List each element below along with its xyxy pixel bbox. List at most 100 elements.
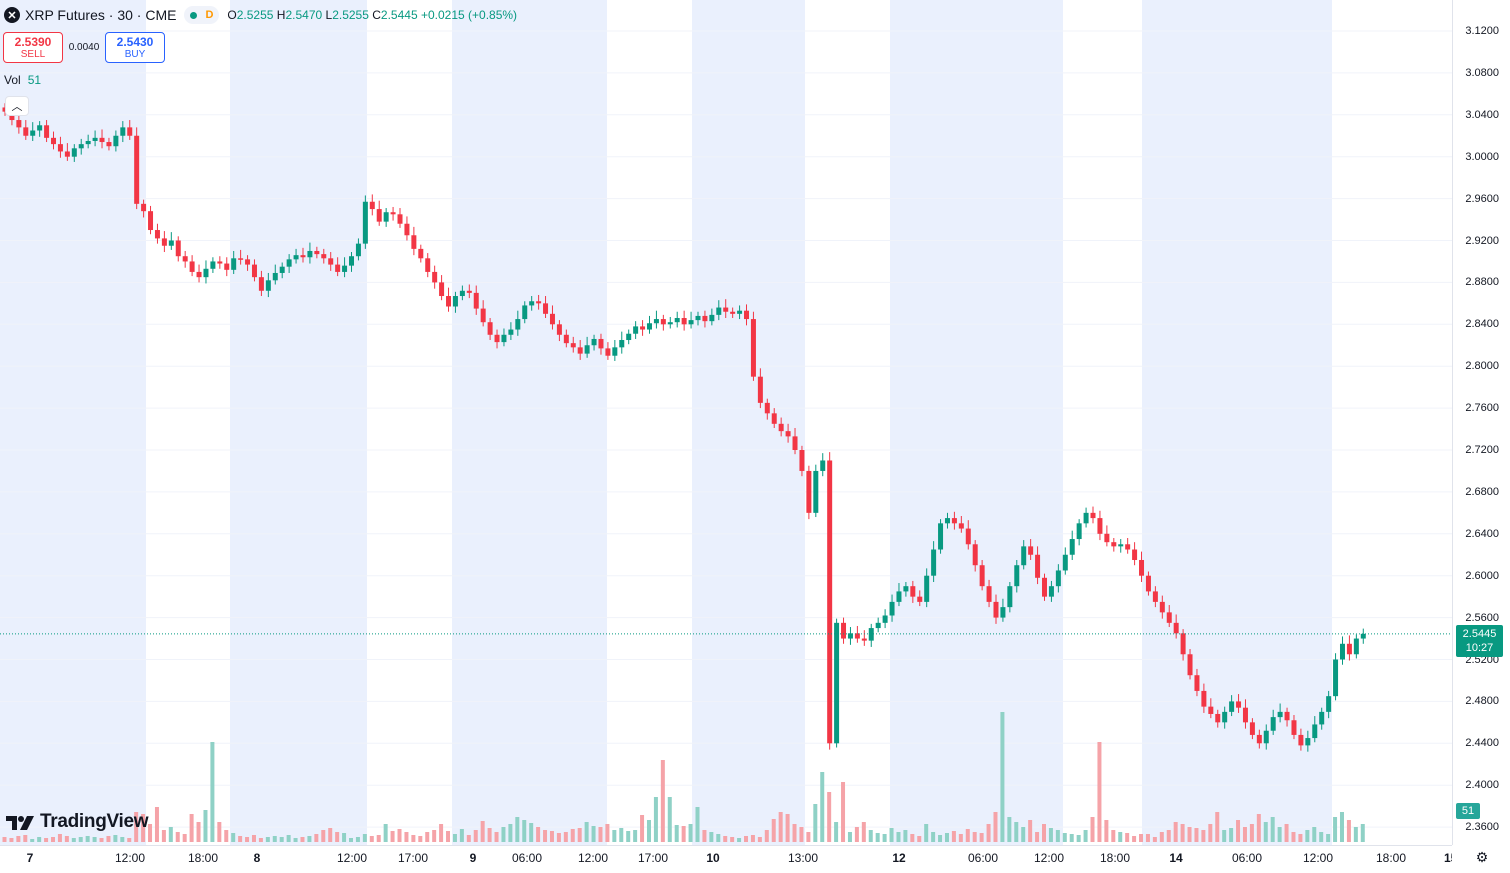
volume-bar <box>688 824 693 842</box>
market-status-badge[interactable]: D <box>184 6 220 24</box>
volume-bar <box>231 833 236 842</box>
volume-bar <box>771 819 776 842</box>
volume-bar <box>1319 832 1324 842</box>
candle-body <box>106 142 112 147</box>
candle-body <box>1007 586 1013 608</box>
candle-body <box>993 601 999 618</box>
volume-bar <box>300 837 305 842</box>
tradingview-logo[interactable]: TradingView <box>6 811 149 833</box>
candle-body <box>397 214 403 224</box>
time-tick-label: 18:00 <box>1099 851 1131 865</box>
high-value: 2.5470 <box>285 8 323 22</box>
candle-body <box>452 296 458 307</box>
volume-bar <box>106 836 111 842</box>
low-value: 2.5255 <box>332 8 369 22</box>
candle-body <box>231 258 237 270</box>
volume-bar <box>1028 820 1033 842</box>
candle-body <box>272 272 278 281</box>
volume-bar <box>549 831 554 842</box>
price-tick-label: 2.5600 <box>1465 611 1499 624</box>
market-open-dot-icon <box>190 11 198 19</box>
price-tick-label: 2.3600 <box>1465 821 1499 834</box>
candle-body <box>432 271 438 283</box>
volume-bar <box>958 834 963 842</box>
gear-icon[interactable]: ⚙ <box>1475 849 1489 865</box>
candle-body <box>799 450 805 471</box>
volume-bar <box>258 838 263 842</box>
volume-legend[interactable]: Vol 51 <box>4 73 41 87</box>
volume-bar <box>882 834 887 842</box>
price-tick-label: 2.9600 <box>1465 192 1499 205</box>
volume-bar <box>750 835 755 842</box>
close-label: C <box>372 8 381 22</box>
price-tick-label: 2.6000 <box>1465 569 1499 582</box>
volume-bar <box>425 832 430 842</box>
volume-bar <box>674 825 679 842</box>
candle-body <box>709 314 715 322</box>
candle-body <box>750 319 756 377</box>
volume-bar <box>342 833 347 842</box>
candle-body <box>1076 523 1082 540</box>
candle-body <box>44 125 50 138</box>
candle-body <box>612 347 618 356</box>
volume-bar <box>265 837 270 842</box>
volume-bar <box>355 837 360 842</box>
brand-name: TradingView <box>40 811 149 832</box>
volume-bar <box>1270 817 1275 842</box>
price-axis[interactable]: 3.1200 3.0800 3.0400 3.0000 2.9600 2.9200 2.88… <box>1452 0 1510 845</box>
candle-body <box>744 310 750 320</box>
candle-body <box>342 265 348 272</box>
symbol-title[interactable]: XRP Futures · 30 · CME <box>25 7 177 23</box>
candle-body <box>1319 711 1325 725</box>
buy-button[interactable]: 2.5430 BUY <box>105 32 165 63</box>
candle-body <box>958 523 964 529</box>
time-tick-label: 12:00 <box>1033 851 1065 865</box>
candle-body <box>390 212 396 215</box>
sell-button[interactable]: 2.5390 SELL <box>3 32 63 63</box>
volume-bar <box>397 829 402 842</box>
candle-body <box>723 307 729 312</box>
volume-bar <box>640 815 645 842</box>
candle-body <box>16 120 22 128</box>
candle-body <box>847 633 853 639</box>
volume-bar <box>127 838 132 842</box>
last-price-label: 2.5445 10:27 <box>1456 625 1503 657</box>
candle-body <box>619 340 625 348</box>
volume-bar <box>716 834 721 842</box>
candlestick-chart[interactable] <box>0 0 1452 845</box>
candle-body <box>633 326 639 334</box>
collapse-legend-button[interactable]: ︿ <box>5 96 29 116</box>
volume-bar <box>965 829 970 842</box>
candle-body <box>293 255 299 260</box>
volume-bar <box>1090 817 1095 842</box>
candle-body <box>730 311 736 314</box>
close-value: 2.5445 <box>380 8 418 22</box>
candle-body <box>757 376 763 403</box>
candle-body <box>224 263 230 270</box>
candle-body <box>1242 707 1248 723</box>
candle-body <box>265 280 271 291</box>
volume-bar <box>1173 822 1178 842</box>
time-tick-label: 10 <box>706 851 720 865</box>
candle-body <box>258 277 264 291</box>
volume-bar <box>1333 817 1338 842</box>
open-label: O <box>227 8 237 22</box>
candle-body <box>646 323 652 330</box>
candle-body <box>931 549 937 576</box>
chart-plot-area[interactable] <box>0 0 1452 845</box>
candle-body <box>1159 601 1165 613</box>
time-axis[interactable]: 7 12:00 18:00 8 12:00 17:00 9 06:00 12:00 17:00 10… <box>0 845 1452 873</box>
volume-bar <box>695 807 700 842</box>
candle-body <box>1215 713 1221 723</box>
volume-bar <box>1339 812 1344 842</box>
candle-body <box>1132 549 1138 560</box>
candle-body <box>577 347 583 354</box>
volume-bar <box>861 822 866 842</box>
candle-body <box>1305 738 1311 746</box>
volume-bar <box>376 835 381 842</box>
volume-bar <box>646 820 651 842</box>
price-tick-label: 2.6400 <box>1465 527 1499 540</box>
candle-body <box>466 290 472 293</box>
volume-bar <box>924 824 929 842</box>
candle-body <box>154 230 160 239</box>
